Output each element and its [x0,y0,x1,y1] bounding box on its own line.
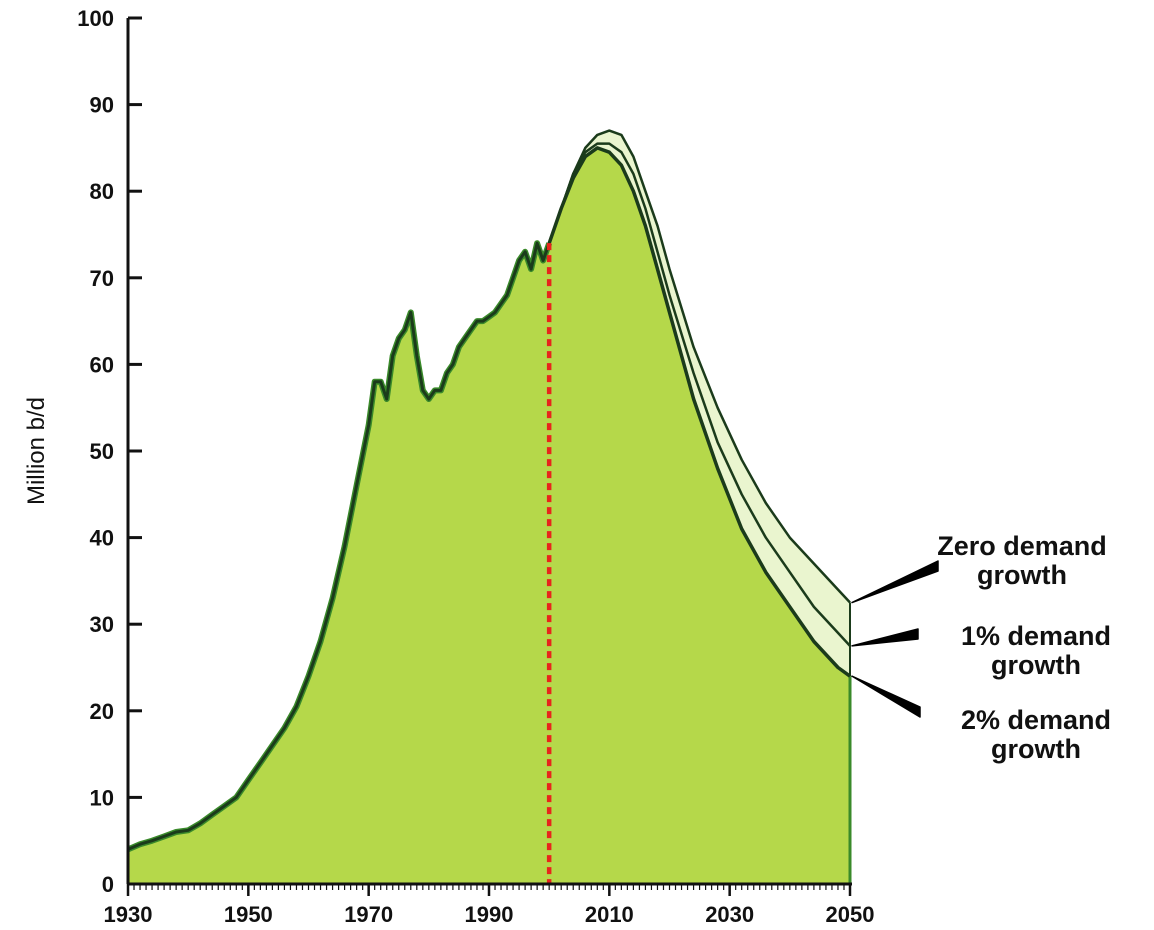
x-tick-label-1930: 1930 [104,902,153,927]
annotation-pointer-1pct-demand-growth [851,628,919,647]
production-area [128,147,850,884]
annotation-label-zero-demand-growth-line-1: Zero demand [937,531,1107,561]
series-line-2pct-demand-growth [547,146,852,678]
y-tick-label-100: 100 [77,6,114,31]
y-tick-label-80: 80 [90,179,114,204]
x-tick-label-2010: 2010 [585,902,634,927]
x-tick-label-1970: 1970 [344,902,393,927]
annotation-label-1pct-demand-growth-line-1: 1% demand [961,621,1111,651]
chart-lines [126,129,852,884]
y-tick-label-30: 30 [90,612,114,637]
y-tick-label-40: 40 [90,526,114,551]
y-tick-label-50: 50 [90,439,114,464]
chart-areas [128,130,850,885]
series-line-1pct-demand-growth [548,142,851,647]
y-tick-label-60: 60 [90,352,114,377]
annotation-pointer-zero-demand-growth [851,560,939,604]
y-tick-label-20: 20 [90,699,114,724]
annotation-label-1pct-demand-growth-line-2: growth [991,650,1081,680]
y-tick-label-90: 90 [90,93,114,118]
y-axis-label: Million b/d [23,397,50,505]
historical-line [127,241,551,851]
x-tick-label-2050: 2050 [826,902,875,927]
annotation-label-zero-demand-growth-line-2: growth [977,560,1067,590]
y-tick-label-70: 70 [90,266,114,291]
x-tick-label-1950: 1950 [224,902,273,927]
annotation-label-2pct-demand-growth-line-2: growth [991,734,1081,764]
annotation-pointer-2pct-demand-growth [851,675,921,718]
x-tick-label-2030: 2030 [705,902,754,927]
annotation-label-2pct-demand-growth-line-1: 2% demand [961,705,1111,735]
y-tick-label-0: 0 [102,872,114,897]
series-line-zero-demand-growth [548,129,851,604]
y-tick-label-10: 10 [90,785,114,810]
x-tick-label-1990: 1990 [465,902,514,927]
